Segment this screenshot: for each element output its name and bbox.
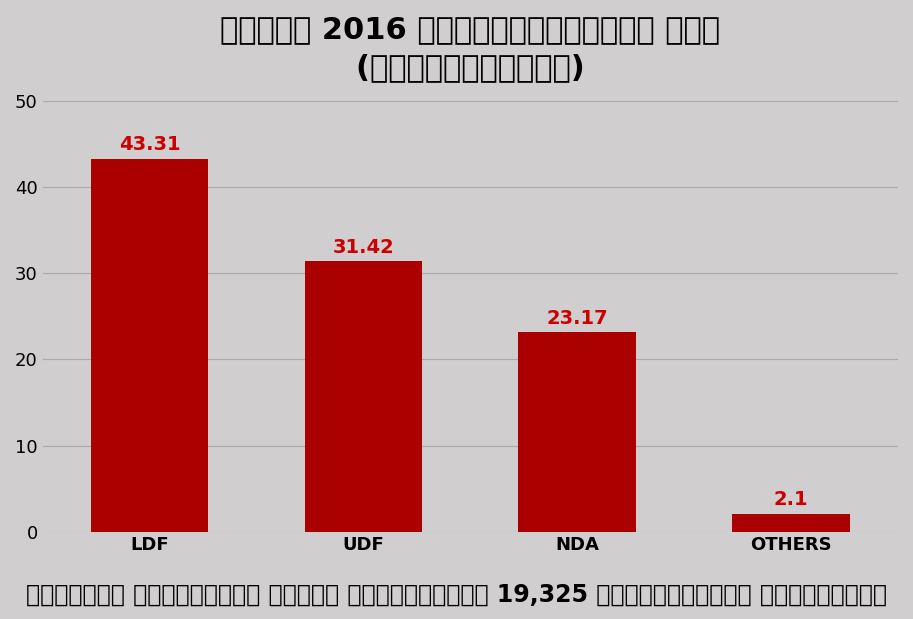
Bar <box>732 514 850 532</box>
Text: 31.42: 31.42 <box>332 238 394 257</box>
Bar <box>90 159 208 532</box>
Text: 2.1: 2.1 <box>773 490 808 509</box>
Bar <box>519 332 636 532</box>
Text: 43.31: 43.31 <box>119 136 181 155</box>
Text: എൽഡിആഫ് സ്ഥാനാർധി മുരളി പെരുനെല്ലി 19,325 വോട്ടുകള്ക് വിജയിച്ചു: എൽഡിആഫ് സ്ഥാനാർധി മുരളി പെരുനെല്ലി 19,32… <box>26 582 887 607</box>
Text: 23.17: 23.17 <box>546 309 608 328</box>
Bar <box>305 261 422 532</box>
Title: മണലൂർ 2016 തെരഞ്ഞെടുപ്പ് ഫലം
(ശതമാനത്തില്‍): മണലൂർ 2016 തെരഞ്ഞെടുപ്പ് ഫലം (ശതമാനത്തില… <box>220 15 720 82</box>
